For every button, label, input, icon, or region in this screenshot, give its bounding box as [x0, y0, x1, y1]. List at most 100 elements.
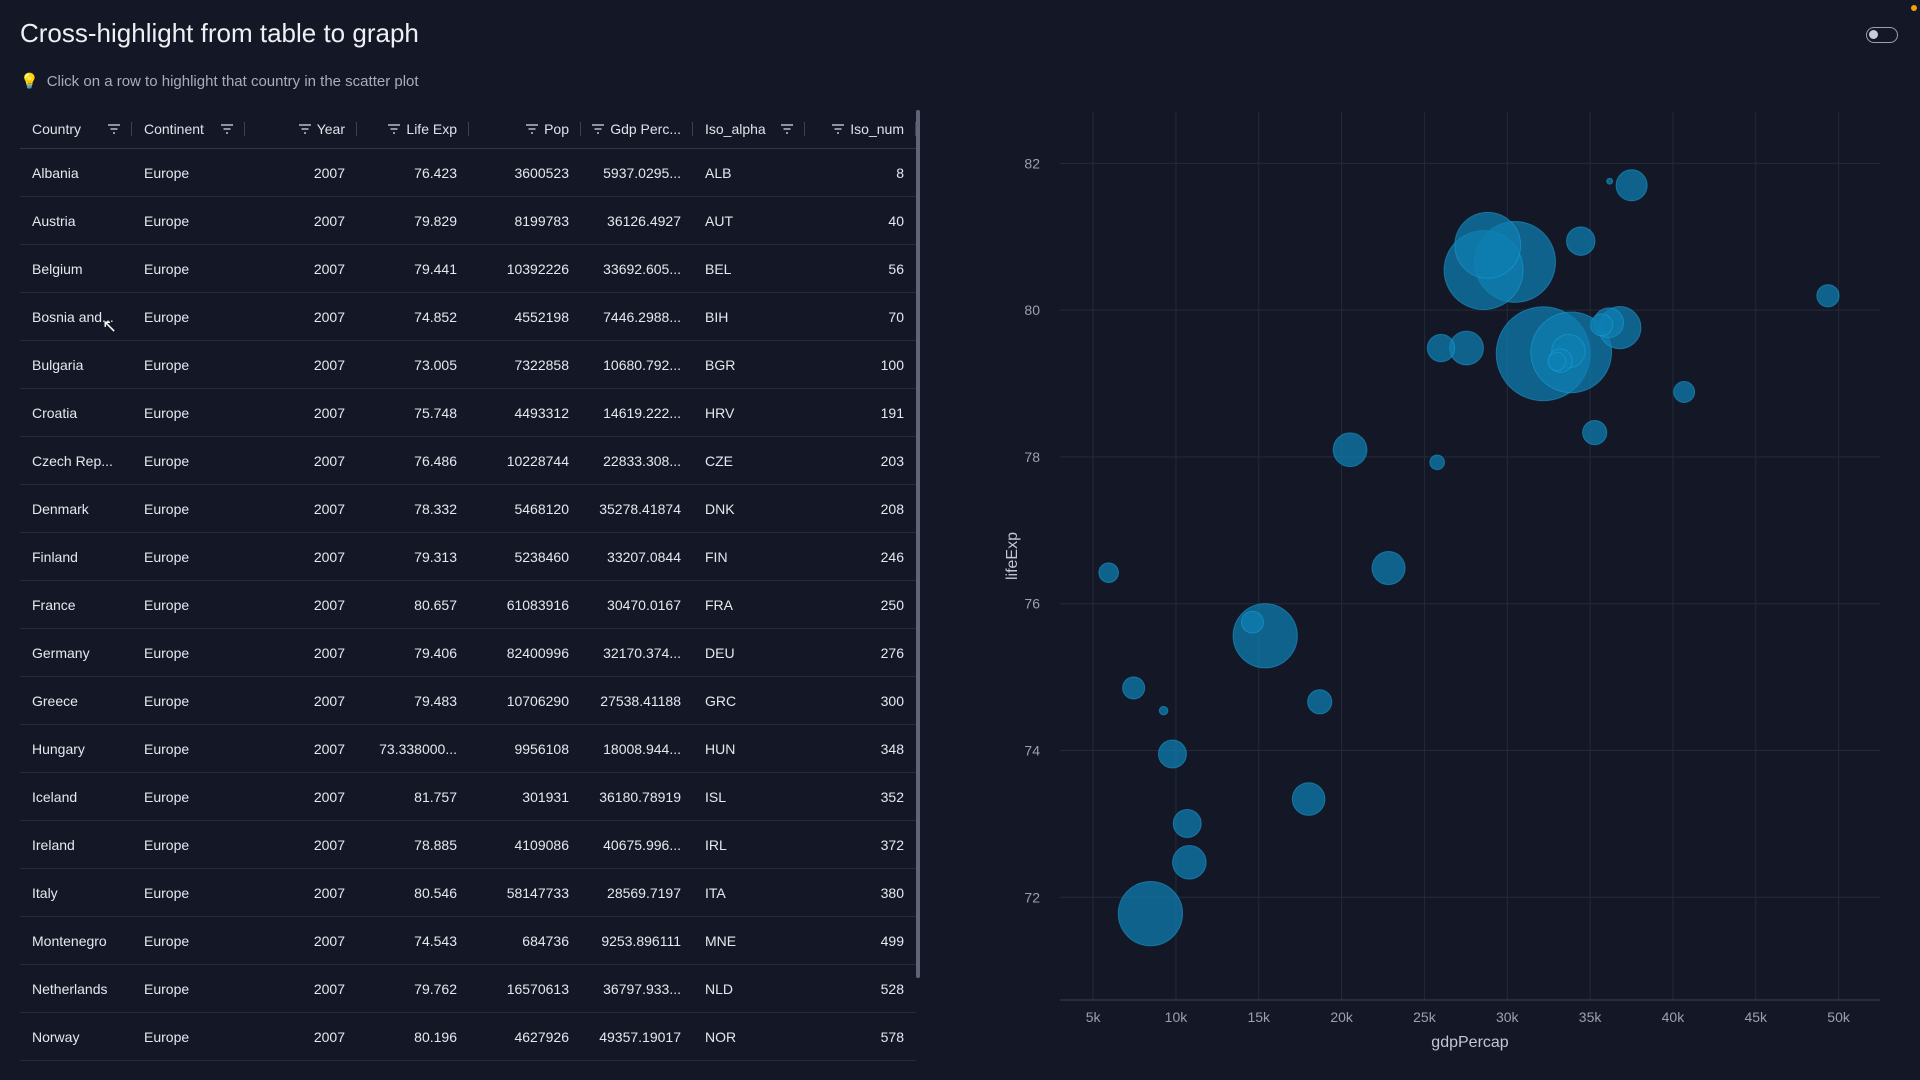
- table-cell: 56: [805, 244, 916, 293]
- table-cell: 36180.78919: [581, 772, 693, 821]
- table-cell: 78.332: [357, 484, 469, 533]
- column-resize-handle[interactable]: [131, 122, 132, 136]
- column-resize-handle[interactable]: [356, 122, 357, 136]
- scatter-bubble[interactable]: [1816, 284, 1840, 308]
- column-header-4[interactable]: Pop: [469, 110, 581, 149]
- scatter-bubble[interactable]: [1172, 808, 1202, 839]
- filter-icon[interactable]: [108, 122, 120, 137]
- scatter-bubble[interactable]: [1117, 880, 1184, 947]
- scatter-bubble[interactable]: [1426, 333, 1456, 363]
- filter-icon[interactable]: [526, 122, 539, 137]
- table-cell: IRL: [693, 820, 805, 869]
- table-cell: 80.657: [357, 580, 469, 629]
- scatter-bubble[interactable]: [1371, 550, 1406, 586]
- table-row[interactable]: Norway Europe 2007 80.196 4627926 49357.19017…: [20, 1012, 916, 1061]
- table-scrollbar[interactable]: [916, 110, 920, 978]
- table-cell: 3600523: [469, 148, 581, 197]
- table-row[interactable]: Bulgaria Europe 2007 73.005 7322858 10680.792…: [20, 340, 916, 389]
- column-header-0[interactable]: Country: [20, 110, 132, 149]
- table-row[interactable]: Montenegro Europe 2007 74.543 684736 9253.896…: [20, 916, 916, 965]
- scatter-bubble[interactable]: [1232, 603, 1298, 669]
- table-row[interactable]: Germany Europe 2007 79.406 82400996 32170.374…: [20, 628, 916, 677]
- scatter-bubble[interactable]: [1615, 169, 1648, 202]
- scatter-bubble[interactable]: [1098, 562, 1119, 583]
- filter-icon[interactable]: [832, 122, 845, 137]
- scatter-bubble[interactable]: [1566, 226, 1596, 256]
- filter-icon[interactable]: [298, 122, 311, 137]
- x-tick-label: 35k: [1579, 1009, 1603, 1025]
- table-row[interactable]: Finland Europe 2007 79.313 5238460 33207.0844…: [20, 532, 916, 581]
- scatter-bubble[interactable]: [1332, 432, 1368, 468]
- table-row[interactable]: Netherlands Europe 2007 79.762 16570613 36797…: [20, 964, 916, 1013]
- table-cell: 75.748: [357, 388, 469, 437]
- scatter-bubble[interactable]: [1157, 739, 1187, 769]
- filter-icon[interactable]: [592, 122, 605, 137]
- theme-toggle[interactable]: [1866, 27, 1898, 43]
- scatter-bubble[interactable]: [1454, 211, 1522, 279]
- column-resize-handle[interactable]: [804, 122, 805, 136]
- column-resize-handle[interactable]: [468, 122, 469, 136]
- table-cell: Finland: [20, 532, 132, 581]
- table-cell: 80.196: [357, 1012, 469, 1061]
- scatter-bubble[interactable]: [1291, 782, 1326, 816]
- table-cell: 22833.308...: [581, 436, 693, 485]
- table-cell: 79.406: [357, 628, 469, 677]
- column-header-6[interactable]: Iso_alpha: [693, 110, 805, 149]
- table-body: Albania Europe 2007 76.423 3600523 5937.0295.…: [20, 148, 916, 1061]
- table-cell: 10392226: [469, 244, 581, 293]
- table-row[interactable]: Denmark Europe 2007 78.332 5468120 35278.4187…: [20, 484, 916, 533]
- table-row[interactable]: Bosnia and... Europe 2007 74.852 4552198 7446…: [20, 292, 916, 341]
- column-resize-handle[interactable]: [244, 122, 245, 136]
- scatter-bubble[interactable]: [1307, 689, 1333, 715]
- column-resize-handle[interactable]: [692, 122, 693, 136]
- table-cell: Norway: [20, 1012, 132, 1061]
- table-cell: Europe: [132, 820, 245, 869]
- table-row[interactable]: Croatia Europe 2007 75.748 4493312 14619.222.…: [20, 388, 916, 437]
- scatter-bubble[interactable]: [1172, 845, 1207, 880]
- filter-icon[interactable]: [781, 122, 793, 137]
- scatter-bubble[interactable]: [1582, 419, 1608, 446]
- filter-icon[interactable]: [221, 122, 233, 137]
- scatter-bubble[interactable]: [1606, 177, 1614, 185]
- table-row[interactable]: Hungary Europe 2007 73.338000... 9956108 1800…: [20, 724, 916, 773]
- column-header-label: Year: [316, 121, 345, 137]
- table-row[interactable]: Italy Europe 2007 80.546 58147733 28569.7197 I…: [20, 868, 916, 917]
- scatter-bubble[interactable]: [1241, 610, 1264, 634]
- table-row[interactable]: Czech Rep... Europe 2007 76.486 10228744 2283…: [20, 436, 916, 485]
- table-row[interactable]: France Europe 2007 80.657 61083916 30470.0167…: [20, 580, 916, 629]
- x-tick-label: 5k: [1086, 1009, 1102, 1025]
- scatter-bubble[interactable]: [1673, 380, 1696, 403]
- column-header-7[interactable]: Iso_num: [805, 110, 916, 149]
- table-row[interactable]: Albania Europe 2007 76.423 3600523 5937.0295.…: [20, 148, 916, 197]
- scatter-bubble[interactable]: [1590, 313, 1614, 337]
- scatter-bubble[interactable]: [1158, 705, 1169, 716]
- table-row[interactable]: Iceland Europe 2007 81.757 301931 36180.78919…: [20, 772, 916, 821]
- toggle-knob: [1869, 30, 1878, 39]
- table-row[interactable]: Belgium Europe 2007 79.441 10392226 33692.605…: [20, 244, 916, 293]
- table-row[interactable]: Ireland Europe 2007 78.885 4109086 40675.996.…: [20, 820, 916, 869]
- x-tick-label: 25k: [1413, 1009, 1437, 1025]
- table-row[interactable]: Austria Europe 2007 79.829 8199783 36126.4927…: [20, 196, 916, 245]
- y-tick-label: 76: [1024, 596, 1040, 612]
- filter-icon[interactable]: [388, 122, 401, 137]
- table-row[interactable]: Greece Europe 2007 79.483 10706290 27538.4118…: [20, 676, 916, 725]
- scatter-plot-svg[interactable]: 5k 10k 15k 20k 25k 30k 35k 40k 45k 50k 72 74 76 78 80 8…: [990, 100, 1890, 1060]
- table-cell: 2007: [245, 916, 357, 965]
- table-cell: 9956108: [469, 724, 581, 773]
- column-header-3[interactable]: Life Exp: [357, 110, 469, 149]
- scatter-chart[interactable]: 5k 10k 15k 20k 25k 30k 35k 40k 45k 50k 72 74 76 78 80 8…: [990, 100, 1890, 1060]
- column-resize-handle[interactable]: [580, 122, 581, 136]
- table-cell: 79.313: [357, 532, 469, 581]
- column-header-5[interactable]: Gdp Perc...: [581, 110, 693, 149]
- scatter-bubble[interactable]: [1547, 352, 1567, 371]
- y-tick-label: 72: [1024, 889, 1040, 905]
- column-header-2[interactable]: Year: [245, 110, 357, 149]
- table-cell: CZE: [693, 436, 805, 485]
- table-cell: 74.543: [357, 916, 469, 965]
- column-resize-handle[interactable]: [915, 122, 916, 136]
- column-header-1[interactable]: Continent: [132, 110, 245, 149]
- column-header-label: Continent: [144, 121, 204, 137]
- table-cell: 2007: [245, 388, 357, 437]
- scatter-bubble[interactable]: [1122, 676, 1146, 700]
- scatter-bubble[interactable]: [1429, 454, 1446, 471]
